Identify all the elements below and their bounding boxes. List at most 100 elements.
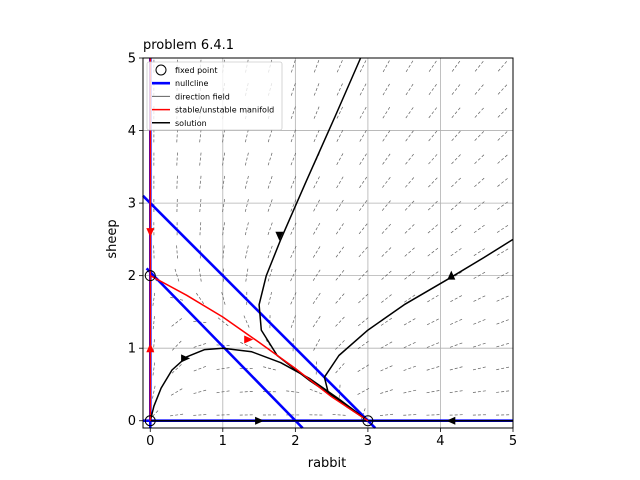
direction-segment [495, 343, 509, 348]
direction-segment [244, 222, 249, 237]
direction-segment [193, 365, 207, 372]
direction-segment [286, 390, 301, 393]
direction-segment [404, 107, 414, 120]
direction-segment [312, 246, 321, 259]
direction-segment [427, 200, 438, 212]
direction-segment [427, 154, 438, 166]
direction-segment [450, 177, 461, 188]
direction-segment [336, 83, 343, 97]
direction-segment [199, 222, 202, 237]
direction-segment [176, 152, 178, 167]
direction-segment [267, 222, 273, 236]
direction-segment [221, 175, 226, 190]
direction-segment [428, 60, 437, 73]
direction-segment [312, 316, 321, 329]
direction-segment [358, 200, 368, 212]
direction-segment [335, 153, 344, 166]
direction-segment [312, 199, 321, 213]
direction-segment [289, 222, 297, 236]
direction-segment [267, 176, 273, 190]
direction-segment [336, 60, 343, 74]
direction-segment [153, 245, 155, 260]
x-tick-label: 0 [146, 434, 154, 449]
direction-segment [358, 223, 368, 235]
direction-segment [335, 246, 345, 259]
direction-segment [289, 245, 297, 259]
direction-segment [381, 177, 391, 189]
direction-segment [222, 245, 225, 260]
direction-segment [243, 315, 250, 329]
direction-segment [472, 295, 486, 303]
direction-segment [450, 130, 461, 142]
x-tick-label: 1 [219, 434, 227, 449]
direction-segment [312, 338, 321, 352]
direction-segment [380, 247, 392, 258]
direction-segment [217, 317, 230, 327]
direction-segment [336, 106, 343, 120]
direction-segment [496, 201, 508, 211]
direction-segment [334, 316, 345, 328]
x-tick-label: 4 [436, 434, 444, 449]
direction-segment [312, 222, 321, 236]
direction-segment [448, 342, 463, 348]
direction-segment [290, 152, 297, 167]
direction-segment [152, 361, 156, 376]
direction-segment [356, 340, 369, 350]
direction-segment [404, 177, 415, 189]
direction-segment [426, 224, 438, 235]
flow-arrow [181, 354, 191, 363]
direction-segment [427, 107, 438, 119]
direction-segment [472, 366, 486, 371]
direction-segment [267, 129, 273, 144]
direction-segment [193, 389, 208, 394]
direction-segment [402, 365, 416, 372]
direction-segment [403, 294, 416, 304]
solution-curve [149, 347, 369, 422]
direction-segment [404, 153, 414, 166]
direction-segment [497, 61, 507, 73]
direction-segment [334, 363, 345, 374]
direction-segment [425, 390, 440, 394]
direction-segment [312, 176, 320, 190]
direction-segment [336, 129, 344, 143]
direction-segment [199, 152, 202, 167]
direction-segment [379, 389, 393, 395]
x-axis-label: rabbit [308, 456, 347, 471]
direction-segment [473, 201, 485, 211]
direction-segment [359, 83, 367, 97]
direction-segment [451, 84, 461, 96]
direction-segment [290, 199, 297, 213]
direction-segment [199, 129, 202, 144]
legend: fixed point nullcline direction field stabl… [146, 61, 283, 131]
direction-segment [495, 390, 510, 393]
direction-segment [451, 60, 461, 73]
direction-segment [449, 295, 463, 303]
direction-segment [172, 339, 183, 351]
legend-label: nullcline [175, 79, 209, 88]
direction-segment [176, 245, 178, 260]
legend-box [146, 61, 283, 131]
direction-segment [290, 315, 296, 329]
direction-segment [332, 414, 347, 416]
flow-arrow [447, 270, 456, 280]
y-tick-label: 2 [128, 269, 136, 284]
direction-segment [358, 176, 368, 189]
direction-segment [496, 178, 508, 188]
direction-segment [357, 246, 368, 258]
direction-segment [425, 414, 440, 416]
fixed-points [144, 270, 374, 427]
direction-segment [426, 247, 439, 258]
direction-segment [497, 84, 508, 96]
direction-segment [290, 176, 297, 190]
direction-segment [472, 248, 485, 257]
x-tick-label: 2 [291, 434, 299, 449]
direction-segment [405, 83, 414, 96]
direction-segment [381, 200, 391, 212]
direction-segment [171, 317, 183, 327]
direction-segment [196, 292, 205, 305]
direction-segment [402, 341, 416, 349]
direction-segment [426, 271, 439, 280]
direction-segment [404, 200, 415, 212]
direction-segment [358, 153, 367, 166]
direction-segment [472, 319, 486, 326]
